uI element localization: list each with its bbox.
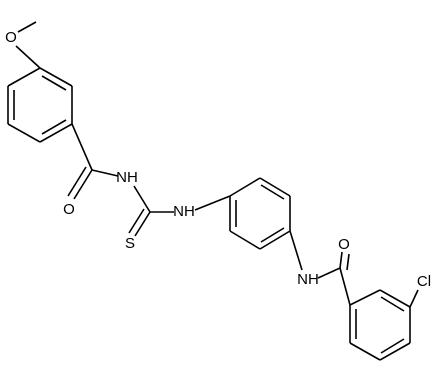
atom-label: S	[125, 235, 135, 252]
bonds	[7, 21, 419, 361]
atom-label: NH	[173, 203, 195, 220]
atom-label: O	[338, 236, 350, 253]
atom-label: O	[5, 29, 17, 46]
atom-label: Cl	[417, 273, 431, 290]
atom-label: NH	[116, 169, 138, 186]
atom-label: NH	[297, 271, 319, 288]
atom-label: O	[63, 201, 75, 218]
